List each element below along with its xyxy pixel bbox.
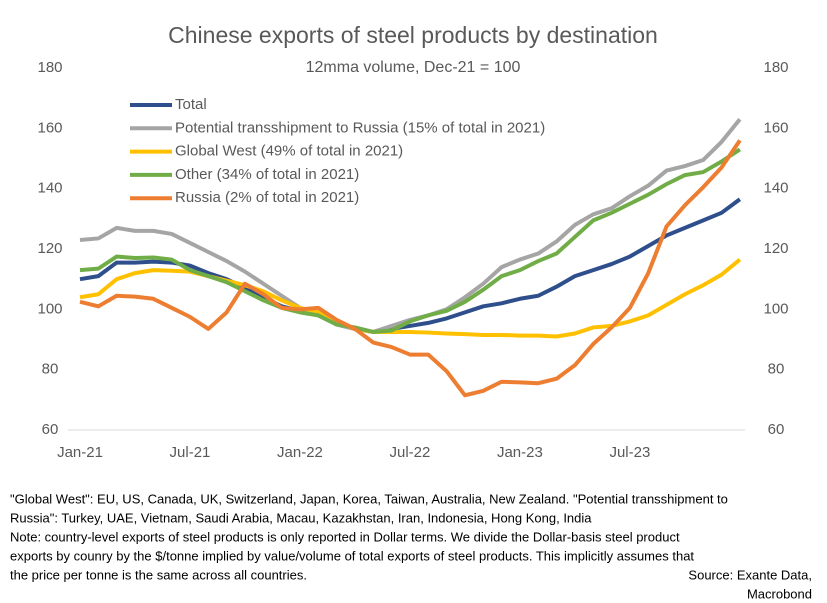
x-tick-label: Jul-21 [170, 444, 211, 461]
chart-title: Chinese exports of steel products by des… [168, 22, 658, 48]
y-tick-label: 180 [37, 59, 62, 76]
y2-tick-label: 100 [763, 300, 788, 317]
y2-tick-label: 120 [763, 240, 788, 257]
y-tick-label: 120 [37, 240, 62, 257]
y2-tick-label: 140 [763, 180, 788, 197]
y2-tick-label: 160 [763, 119, 788, 136]
series-line [79, 147, 741, 334]
footnote: the price per tonne is the same across a… [10, 567, 307, 582]
source: Macrobond [747, 586, 812, 601]
series-line [79, 139, 742, 398]
footnote: Russia": Turkey, UAE, Vietnam, Saudi Ara… [10, 510, 592, 525]
x-tick-label: Jan-21 [57, 444, 103, 461]
x-tick-label: Jan-22 [277, 444, 323, 461]
x-tick-label: Jan-23 [497, 444, 543, 461]
legend-label: Russia (2% of total in 2021) [175, 189, 359, 206]
legend-label: Other (34% of total in 2021) [175, 166, 359, 183]
series-line [79, 197, 742, 334]
footnote: exports by counry by the $/tonne implied… [10, 548, 694, 563]
chart-subtitle: 12mma volume, Dec-21 = 100 [306, 59, 521, 76]
legend-label: Potential transshipment to Russia (15% o… [175, 119, 545, 136]
legend-label: Total [175, 96, 207, 113]
y-tick-label: 100 [37, 300, 62, 317]
y-tick-label: 60 [42, 421, 59, 438]
source: Source: Exante Data, [688, 567, 812, 582]
y2-tick-label: 60 [768, 421, 785, 438]
y-tick-label: 80 [42, 361, 59, 378]
footnote: Note: country-level exports of steel pro… [10, 529, 680, 544]
x-tick-label: Jul-22 [390, 444, 431, 461]
x-tick-label: Jul-23 [609, 444, 650, 461]
y2-tick-label: 180 [763, 59, 788, 76]
y2-tick-label: 80 [768, 361, 785, 378]
legend-label: Global West (49% of total in 2021) [175, 143, 403, 160]
y-tick-label: 140 [37, 180, 62, 197]
y-tick-label: 160 [37, 119, 62, 136]
footnote: "Global West": EU, US, Canada, UK, Switz… [10, 491, 728, 506]
